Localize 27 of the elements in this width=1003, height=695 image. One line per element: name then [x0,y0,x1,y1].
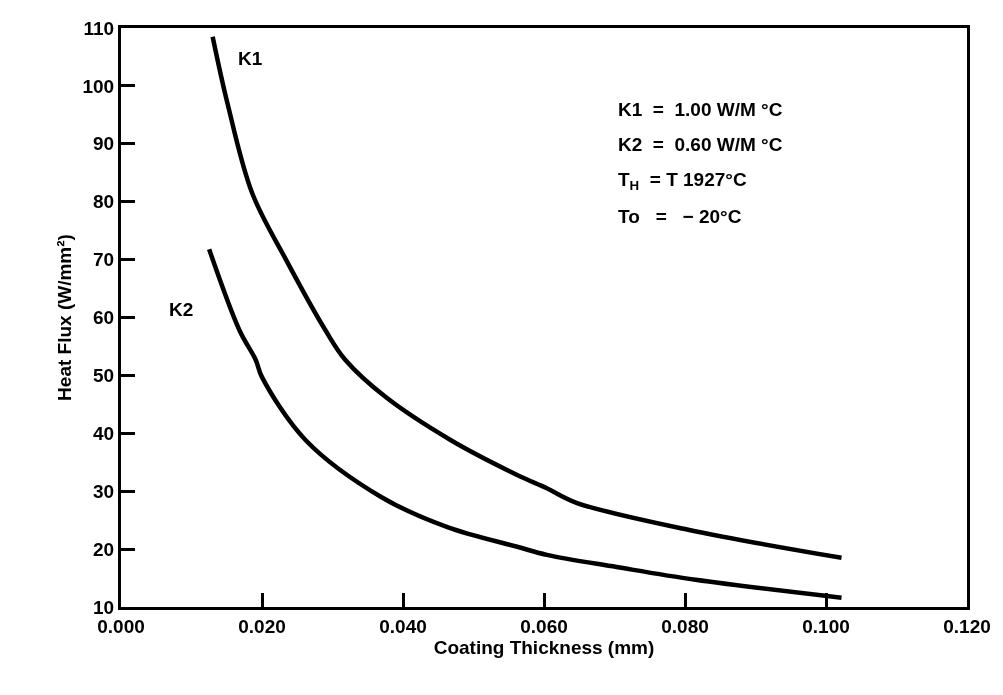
series-label: K1 [238,48,263,69]
y-tick-label: 20 [93,538,115,560]
y-tick-label: 30 [93,480,115,502]
y-tick-label: 90 [93,133,115,155]
y-tick-label: 10 [93,596,115,618]
y-tick-label: 60 [93,307,115,329]
x-tick-label: 0.120 [943,615,991,637]
line-series [210,34,844,561]
x-tick-label: 0.060 [520,615,568,637]
annotation: K1 = 1.00 W/M °C [618,99,783,120]
y-tick-label: 50 [93,365,115,387]
annotation: To = − 20°C [618,206,742,227]
x-tick-label: 0.000 [97,615,145,637]
annotation: T$_{H}$ = T 1927°C [618,169,747,193]
y-tick-label: 100 [82,75,115,97]
y-tick-label: 70 [93,249,115,271]
x-axis-title: Coating Thickness (mm) [433,636,655,658]
x-tick-label: 0.040 [379,615,427,637]
y-tick-label: 110 [83,17,115,39]
series-label: K2 [169,299,194,320]
annotation: K2 = 0.60 W/M °C [618,134,783,155]
y-tick-label: 40 [93,422,115,444]
x-tick-label: 0.100 [802,615,850,637]
x-tick-label: 0.080 [661,615,709,637]
y-tick-label: 80 [93,191,115,213]
y-axis-title: Heat Flux (W/mm²) [54,234,76,401]
x-tick-label: 0.020 [238,615,286,637]
